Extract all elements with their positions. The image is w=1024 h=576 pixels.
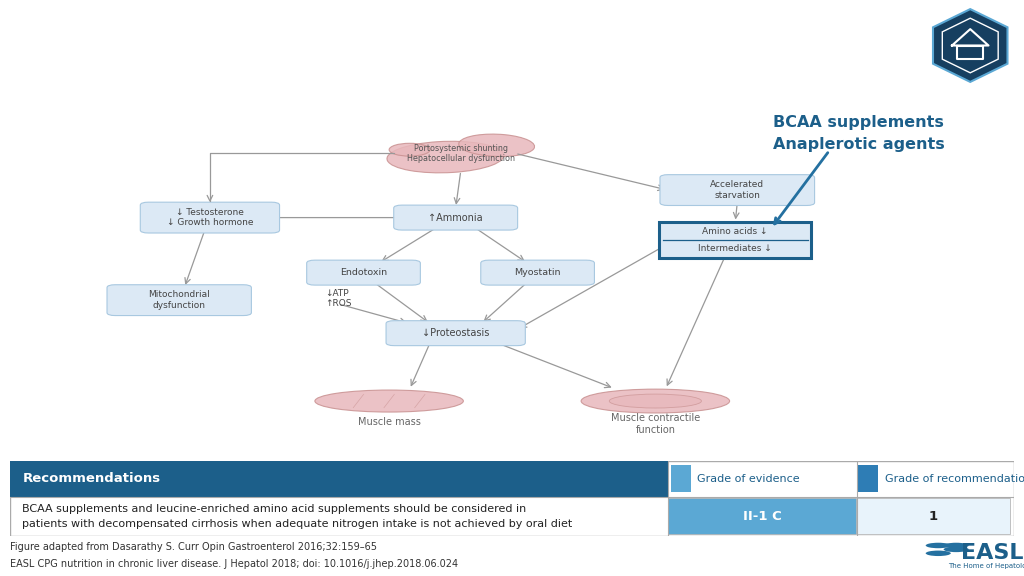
FancyBboxPatch shape xyxy=(106,285,252,316)
FancyBboxPatch shape xyxy=(858,465,879,492)
FancyBboxPatch shape xyxy=(386,321,525,346)
FancyBboxPatch shape xyxy=(857,498,1010,534)
Text: Recommendations: Recommendations xyxy=(23,472,161,485)
Text: EASL CPG nutrition in chronic liver disease. J Hepatol 2018; doi: 10.1016/j.jhep: EASL CPG nutrition in chronic liver dise… xyxy=(10,559,459,569)
Text: Grade of evidence: Grade of evidence xyxy=(696,474,800,484)
Text: Endotoxin: Endotoxin xyxy=(340,268,387,277)
Circle shape xyxy=(943,547,969,552)
FancyBboxPatch shape xyxy=(668,498,856,534)
Ellipse shape xyxy=(609,394,701,408)
Text: Myostatin: Myostatin xyxy=(514,268,561,277)
Text: ↓Proteostasis: ↓Proteostasis xyxy=(422,328,489,338)
FancyBboxPatch shape xyxy=(659,222,811,257)
FancyBboxPatch shape xyxy=(393,205,518,230)
Text: Potential management approaches to sarcopenia:: Potential management approaches to sarco… xyxy=(20,20,488,39)
Circle shape xyxy=(926,543,950,548)
Text: 1: 1 xyxy=(929,510,938,522)
Text: II-1 C: II-1 C xyxy=(742,510,781,522)
Ellipse shape xyxy=(389,143,430,156)
Text: BCAA supplements and anaplerotic agents: BCAA supplements and anaplerotic agents xyxy=(20,52,422,71)
Text: Muscle mass: Muscle mass xyxy=(357,418,421,427)
Ellipse shape xyxy=(459,134,535,157)
Text: Mitochondrial
dysfunction: Mitochondrial dysfunction xyxy=(148,290,210,310)
Text: Muscle contractile
function: Muscle contractile function xyxy=(610,413,700,435)
Text: BCAA supplements: BCAA supplements xyxy=(773,115,944,130)
Text: BCAA supplements and leucine-enriched amino acid supplements should be considere: BCAA supplements and leucine-enriched am… xyxy=(23,504,526,514)
Text: Amino acids ↓: Amino acids ↓ xyxy=(702,227,768,236)
FancyBboxPatch shape xyxy=(10,461,668,497)
Circle shape xyxy=(926,551,950,556)
Text: Anaplerotic agents: Anaplerotic agents xyxy=(773,137,945,151)
Text: Intermediates ↓: Intermediates ↓ xyxy=(698,244,772,252)
Circle shape xyxy=(943,543,969,548)
Text: Accelerated
starvation: Accelerated starvation xyxy=(711,180,764,200)
Ellipse shape xyxy=(387,141,504,173)
Polygon shape xyxy=(933,9,1008,82)
FancyBboxPatch shape xyxy=(659,175,815,206)
FancyBboxPatch shape xyxy=(671,465,690,492)
Text: ↑Ammonia: ↑Ammonia xyxy=(428,213,483,222)
FancyBboxPatch shape xyxy=(140,202,280,233)
Text: Grade of recommendation: Grade of recommendation xyxy=(886,474,1024,484)
FancyBboxPatch shape xyxy=(10,461,1014,536)
Text: ↓ Testosterone
↓ Growth hormone: ↓ Testosterone ↓ Growth hormone xyxy=(167,208,253,228)
Text: patients with decompensated cirrhosis when adequate nitrogen intake is not achie: patients with decompensated cirrhosis wh… xyxy=(23,519,572,529)
FancyBboxPatch shape xyxy=(307,260,420,285)
Text: The Home of Hepatology: The Home of Hepatology xyxy=(948,563,1024,569)
Ellipse shape xyxy=(315,390,463,412)
Text: ↓ATP
↑ROS: ↓ATP ↑ROS xyxy=(326,289,352,308)
Ellipse shape xyxy=(582,389,729,413)
Text: Portosystemic shunting
Hepatocellular dysfunction: Portosystemic shunting Hepatocellular dy… xyxy=(407,143,515,163)
Text: EASL: EASL xyxy=(961,543,1023,563)
FancyBboxPatch shape xyxy=(481,260,594,285)
Text: Figure adapted from Dasarathy S. Curr Opin Gastroenterol 2016;32:159–65: Figure adapted from Dasarathy S. Curr Op… xyxy=(10,541,377,552)
